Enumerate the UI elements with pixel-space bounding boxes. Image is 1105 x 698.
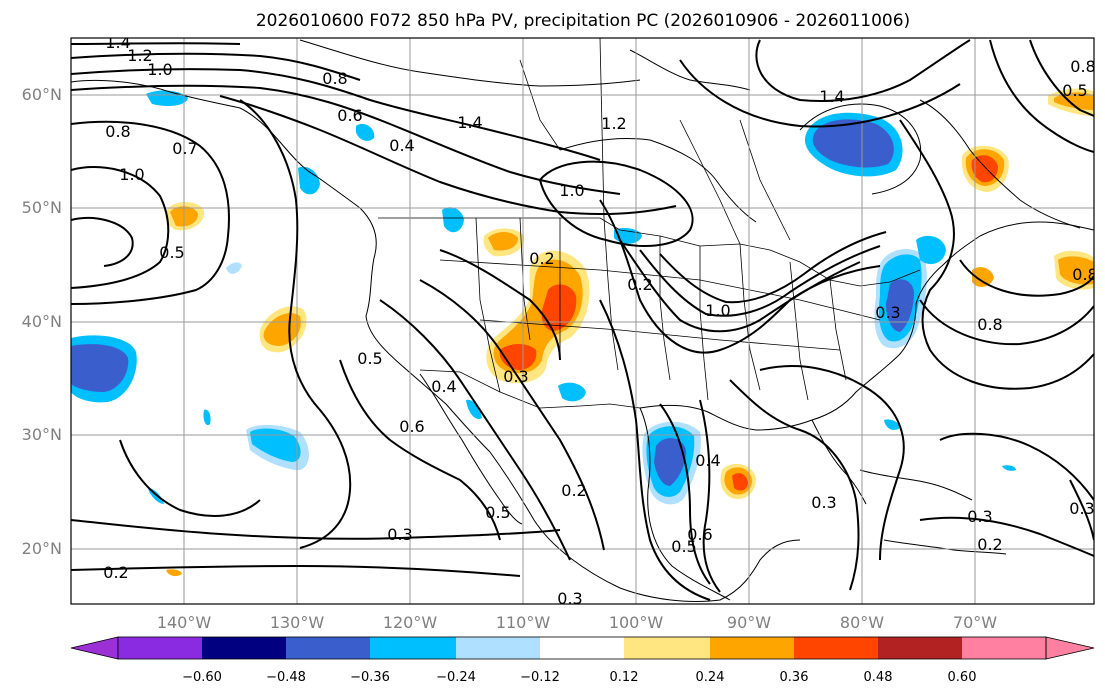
map-title: 2026010600 F072 850 hPa PV, precipitatio… (256, 11, 910, 31)
colorbar-segment (286, 637, 370, 659)
colorbar: −0.60 −0.48 −0.36 −0.24 −0.12 0.12 0.24 … (70, 636, 1095, 685)
contour-label: 1.0 (705, 301, 730, 320)
contour-label: 0.8 (1072, 265, 1097, 284)
colorbar-segment (624, 637, 710, 659)
lat-label: 60°N (22, 85, 62, 104)
colorbar-tick: 0.60 (948, 670, 977, 685)
contour-label: 1.4 (457, 113, 482, 132)
contour-label: 0.3 (811, 493, 836, 512)
lon-label: 120°W (383, 613, 438, 632)
lon-label: 110°W (496, 613, 551, 632)
contour-label: 1.2 (601, 114, 626, 133)
lat-label: 20°N (22, 539, 62, 558)
contour-label: 0.7 (172, 139, 197, 158)
contour-label: 0.8 (977, 315, 1002, 334)
colorbar-tick: 0.48 (864, 670, 893, 685)
colorbar-segment (962, 637, 1046, 659)
lon-label: 70°W (953, 613, 997, 632)
contour-label: 0.2 (103, 563, 128, 582)
colorbar-extend-low (70, 636, 119, 660)
colorbar-tick: −0.60 (182, 670, 222, 685)
colorbar-tick: 0.12 (610, 670, 639, 685)
contour-label: 0.5 (1062, 81, 1087, 100)
contour-label: 0.5 (671, 537, 696, 556)
contour-label: 0.4 (431, 377, 456, 396)
contour-label: 0.8 (322, 69, 347, 88)
contour-label: 0.2 (977, 535, 1002, 554)
lat-label: 40°N (22, 312, 62, 331)
contour-label: 1.0 (559, 181, 584, 200)
contour-label: 0.8 (105, 122, 130, 141)
colorbar-ticks: −0.60 −0.48 −0.36 −0.24 −0.12 0.12 0.24 … (182, 670, 976, 685)
colorbar-segment (370, 637, 456, 659)
contour-label: 0.3 (557, 589, 582, 608)
contour-label: 0.3 (967, 507, 992, 526)
colorbar-segment (456, 637, 540, 659)
coastlines (71, 39, 1094, 602)
contour-label: 1.0 (119, 165, 144, 184)
colorbar-tick: 0.24 (696, 670, 725, 685)
lon-label: 140°W (157, 613, 212, 632)
map-area: 1.4 1.2 1.0 0.8 0.6 0.4 0.7 0.8 1.0 0.5 … (71, 33, 1097, 608)
colorbar-segment (118, 637, 202, 659)
contour-label: 0.5 (159, 243, 184, 262)
contour-label: 1.4 (819, 87, 844, 106)
contour-label: 0.3 (387, 525, 412, 544)
colorbar-tick: −0.24 (436, 670, 476, 685)
contour-label: 0.6 (399, 417, 424, 436)
lon-label: 100°W (609, 613, 664, 632)
colorbar-tick: −0.12 (520, 670, 560, 685)
contour-label: 0.2 (627, 275, 652, 294)
contour-label: 0.4 (695, 451, 720, 470)
colorbar-tick: −0.36 (350, 670, 390, 685)
lat-label: 50°N (22, 198, 62, 217)
colorbar-segment (202, 637, 286, 659)
contour-label: 0.8 (1070, 57, 1095, 76)
colorbar-segment (794, 637, 878, 659)
contour-labels: 1.4 1.2 1.0 0.8 0.6 0.4 0.7 0.8 1.0 0.5 … (103, 33, 1097, 608)
contour-label: 1.0 (147, 60, 172, 79)
colorbar-segment (878, 637, 962, 659)
contour-label: 0.3 (875, 303, 900, 322)
contour-label: 0.2 (561, 481, 586, 500)
lat-label: 30°N (22, 425, 62, 444)
contour-label: 0.5 (485, 503, 510, 522)
pv-contours (71, 39, 1094, 601)
colorbar-segment (540, 637, 624, 659)
contour-label: 0.4 (389, 136, 414, 155)
latitude-labels: 60°N 50°N 40°N 30°N 20°N (22, 85, 62, 558)
map-frame (70, 37, 1095, 605)
contour-label: 0.3 (503, 367, 528, 386)
lon-label: 130°W (270, 613, 325, 632)
colorbar-extend-high (1045, 636, 1095, 660)
lon-label: 80°W (840, 613, 884, 632)
longitude-labels: 140°W 130°W 120°W 110°W 100°W 90°W 80°W … (157, 613, 997, 632)
lon-label: 90°W (727, 613, 771, 632)
contour-label: 0.3 (1069, 499, 1094, 518)
contour-label: 0.6 (687, 525, 712, 544)
contour-label: 0.5 (357, 349, 382, 368)
contour-label: 1.2 (127, 46, 152, 65)
contour-label: 0.6 (337, 106, 362, 125)
contour-label: 0.2 (529, 249, 554, 268)
colorbar-tick: −0.48 (266, 670, 306, 685)
contour-label: 1.4 (105, 33, 130, 52)
colorbar-segment (710, 637, 794, 659)
colorbar-tick: 0.36 (780, 670, 809, 685)
